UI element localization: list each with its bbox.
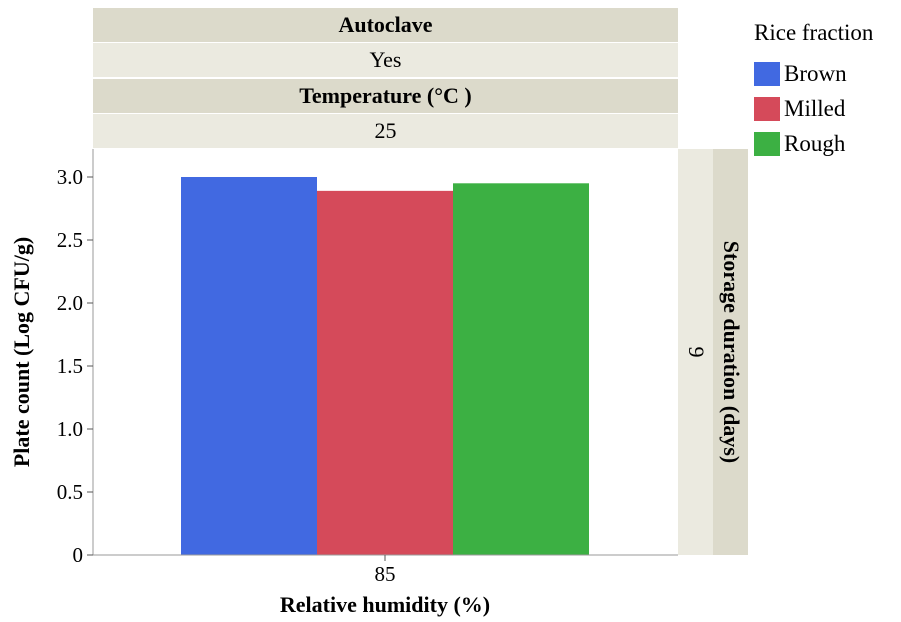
y-tick-label: 0.5 (57, 480, 83, 504)
bar-rough (453, 183, 589, 556)
y-tick-label: 0 (73, 543, 84, 567)
bar-brown (181, 177, 317, 555)
autoclave-value: Yes (93, 43, 678, 77)
x-tick-label: 85 (375, 562, 396, 586)
y-axis-label: Plate count (Log CFU/g) (9, 237, 34, 467)
x-axis-label: Relative humidity (%) (280, 592, 490, 617)
autoclave-header: Autoclave (93, 8, 678, 42)
legend-label: Milled (784, 96, 846, 121)
legend-item-milled: Milled (754, 95, 845, 123)
legend-swatch (754, 96, 780, 121)
storage-duration-value-strip: 9 (678, 149, 713, 555)
temperature-value: 25 (93, 114, 678, 148)
legend-label: Rough (784, 131, 846, 156)
y-tick-label: 1.0 (57, 417, 83, 441)
legend-item-rough: Rough (754, 130, 845, 158)
y-tick-label: 3.0 (57, 165, 83, 189)
temperature-header: Temperature (°C ) (93, 79, 678, 113)
legend-swatch (754, 131, 780, 156)
y-tick-label: 2.0 (57, 291, 83, 315)
storage-duration-header-strip: Storage duration (days) (713, 149, 748, 555)
y-tick-label: 2.5 (57, 228, 83, 252)
legend-title: Rice fraction (754, 20, 874, 45)
legend-swatch (754, 61, 780, 86)
legend-item-brown: Brown (754, 60, 847, 88)
legend-label: Brown (784, 61, 847, 86)
bar-milled (317, 190, 453, 556)
y-tick-label: 1.5 (57, 354, 83, 378)
